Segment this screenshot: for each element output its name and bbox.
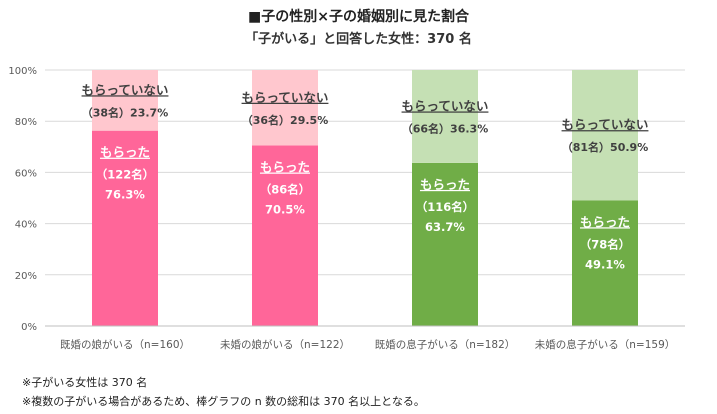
x-category-label: 既婚の娘がいる（n=160）	[60, 338, 190, 351]
x-category-label: 未婚の娘がいる（n=122）	[220, 338, 350, 351]
x-category-label: 未婚の息子がいる（n=159）	[535, 338, 676, 351]
bar-segment-received	[412, 162, 478, 326]
segment-label-received-count: （86名）	[260, 183, 311, 197]
segment-label-received-pct: 70.5%	[265, 203, 305, 217]
bar-segment-not-received	[252, 70, 318, 146]
y-tick-label: 100%	[8, 66, 37, 77]
bar-segment-received	[92, 130, 158, 326]
bar-segment-not-received	[412, 70, 478, 163]
y-tick-label: 20%	[15, 271, 37, 282]
segment-label-not-received-value: （36名）29.5%	[242, 113, 328, 127]
segment-label-not-received-name: もらっていない	[242, 90, 329, 105]
segment-label-received-count: （122名）	[96, 168, 155, 182]
footnote-1: ※子がいる女性は 370 名	[22, 376, 148, 389]
segment-label-received-count: （78名）	[580, 237, 631, 251]
segment-label-received-name: もらった	[420, 177, 470, 192]
chart-title: ■子の性別×子の婚姻別に見た割合	[248, 9, 469, 25]
segment-label-received-count: （116名）	[416, 200, 475, 214]
segment-label-received-pct: 76.3%	[105, 188, 145, 202]
segment-label-received-pct: 63.7%	[425, 220, 465, 234]
x-category-label: 既婚の息子がいる（n=182）	[375, 338, 516, 351]
bar-segment-received	[572, 200, 638, 326]
segment-label-not-received-value: （38名）23.7%	[82, 105, 168, 119]
segment-label-not-received-name: もらっていない	[402, 98, 489, 113]
segment-label-not-received-value: （81名）50.9%	[562, 140, 648, 154]
bar-segment-not-received	[572, 70, 638, 201]
segment-label-not-received-name: もらっていない	[82, 82, 169, 97]
segment-label-received-name: もらった	[100, 145, 150, 160]
y-tick-label: 40%	[15, 220, 37, 231]
footnote-2: ※複数の子がいる場合があるため、棒グラフの n 数の総和は 370 名以上となる…	[22, 395, 425, 408]
segment-label-not-received-value: （66名）36.3%	[402, 121, 488, 135]
segment-label-received-name: もらった	[580, 214, 630, 229]
segment-label-not-received-name: もらっていない	[562, 117, 649, 132]
segment-label-received-pct: 49.1%	[585, 257, 625, 271]
segment-label-received-name: もらった	[260, 160, 310, 175]
bar-segment-not-received	[92, 70, 158, 131]
y-tick-label: 80%	[15, 117, 37, 128]
chart-subtitle: 「子がいる」と回答した女性：370 名	[245, 32, 472, 47]
bar-segment-received	[252, 145, 318, 326]
y-tick-label: 0%	[21, 322, 37, 333]
y-tick-label: 60%	[15, 168, 37, 179]
